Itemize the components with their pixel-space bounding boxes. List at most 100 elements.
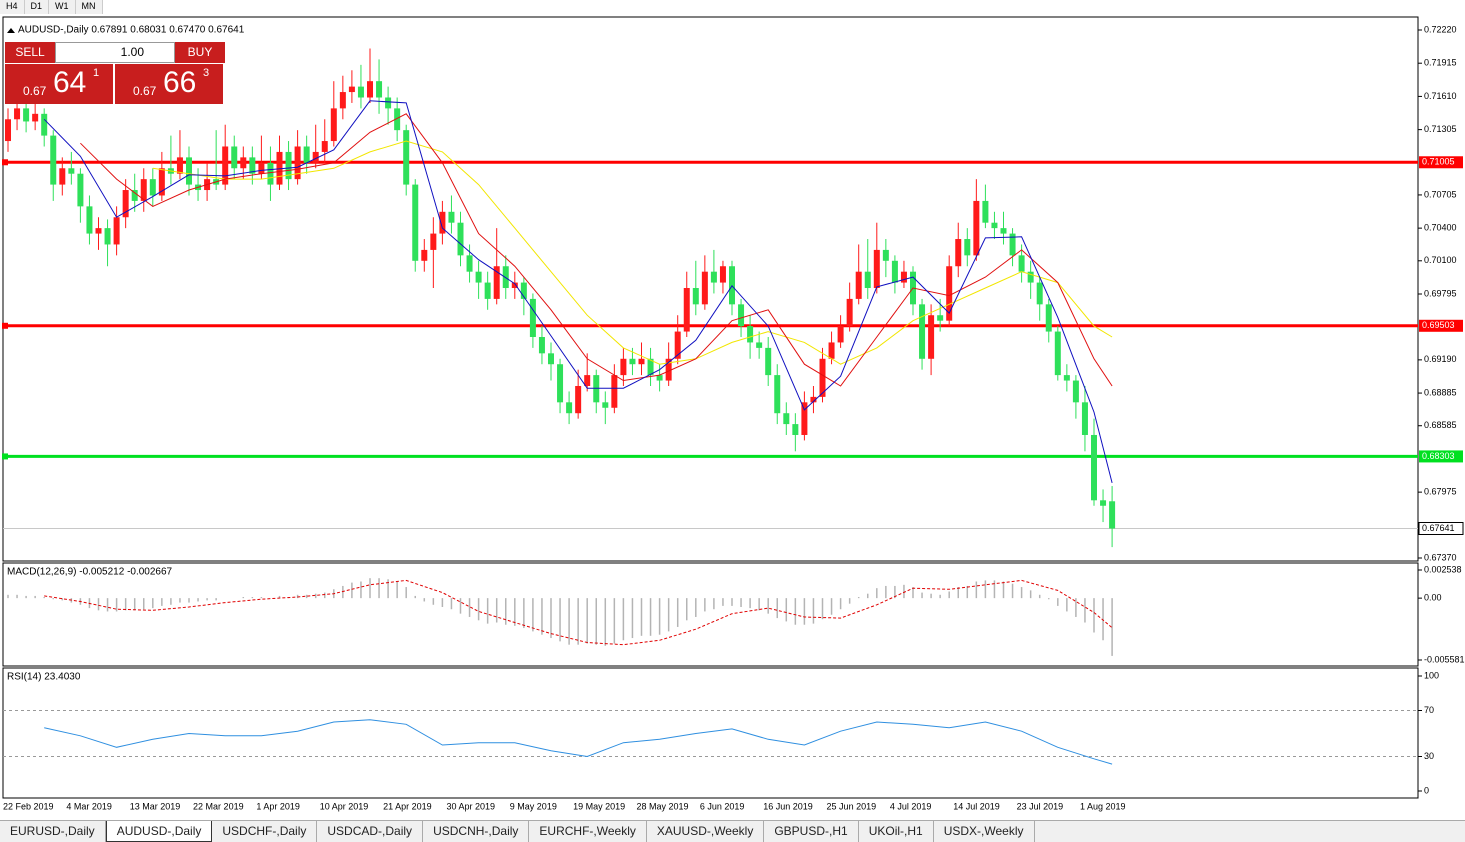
buy-button[interactable]: BUY <box>175 42 225 63</box>
chart-tab[interactable]: EURCHF-,Weekly <box>529 821 647 842</box>
candle-body <box>819 358 826 397</box>
candle-body <box>946 266 953 321</box>
candle-body <box>186 157 192 185</box>
timeframe-button[interactable]: MN <box>76 0 103 14</box>
y-tick-label: 100 <box>1424 670 1439 680</box>
candle-body <box>122 190 129 218</box>
candle-body <box>158 168 165 196</box>
candle-body <box>95 228 102 234</box>
timeframe-button[interactable]: W1 <box>49 0 76 14</box>
candle-body <box>928 315 935 359</box>
candle-body <box>937 315 944 321</box>
candle-body <box>1000 228 1007 234</box>
candle-body <box>891 260 898 283</box>
x-tick-label: 13 Mar 2019 <box>130 801 181 811</box>
sell-button[interactable]: SELL <box>5 42 55 63</box>
candle-body <box>357 86 364 98</box>
candle-body <box>23 108 30 122</box>
candle-body <box>385 97 392 109</box>
level-label-box <box>1419 450 1463 463</box>
bid-box[interactable]: 0.67 64 1 <box>5 64 113 104</box>
candle-body <box>330 108 337 142</box>
candle-body <box>1027 271 1034 283</box>
candle-body <box>719 266 726 283</box>
candle-body <box>131 190 138 201</box>
candle-body <box>747 326 754 343</box>
candle-body <box>1100 500 1107 506</box>
candle-body <box>14 108 21 120</box>
y-tick-label: 0.70100 <box>1424 255 1457 265</box>
x-tick-label: 22 Feb 2019 <box>3 801 54 811</box>
candle-body <box>710 271 717 283</box>
candle-body <box>403 130 410 185</box>
chart-tab[interactable]: AUDUSD-,Daily <box>105 821 213 842</box>
candle-body <box>810 396 817 403</box>
x-tick-label: 19 May 2019 <box>573 801 625 811</box>
y-tick-label: 0.71915 <box>1424 58 1457 68</box>
candle-body <box>86 206 93 234</box>
timeframe-button[interactable]: H4 <box>0 0 25 14</box>
lots-input[interactable]: 1.00 <box>55 42 175 63</box>
candle-body <box>412 184 419 261</box>
candle-body <box>638 358 645 365</box>
y-tick-label: 0.68885 <box>1424 387 1457 397</box>
candle-body <box>367 81 373 98</box>
candle-body <box>783 413 790 425</box>
plot-layer: 0.72220 0.71915 0.71610 0.71305 0.70705 0.704… <box>2 24 1465 811</box>
chart-tab[interactable]: GBPUSD-,H1 <box>764 821 859 842</box>
moving-average <box>80 113 1113 387</box>
chart-tab[interactable]: EURUSD-,Daily <box>0 821 106 842</box>
candle-body <box>738 304 745 327</box>
y-tick-label: 0.68585 <box>1424 420 1457 430</box>
ask-box[interactable]: 0.67 66 3 <box>115 64 223 104</box>
candle-body <box>276 151 283 185</box>
candle-body <box>68 168 75 174</box>
candle-body <box>5 119 11 142</box>
chart-tab[interactable]: USDCAD-,Daily <box>317 821 424 842</box>
y-tick-label: 0.71610 <box>1424 91 1457 101</box>
candle-body <box>484 282 491 299</box>
candle-body <box>656 375 663 381</box>
x-tick-label: 28 May 2019 <box>637 801 689 811</box>
moving-average <box>152 140 1113 365</box>
candle-body <box>647 358 654 376</box>
candle-body <box>1091 434 1097 501</box>
chart-tab[interactable]: USDCNH-,Daily <box>423 821 530 842</box>
x-tick-label: 21 Apr 2019 <box>383 801 432 811</box>
x-tick-label: 9 May 2019 <box>510 801 557 811</box>
y-tick-label: 0.70705 <box>1424 189 1457 199</box>
candle-body <box>240 157 247 169</box>
candle-body <box>1036 282 1043 305</box>
candle-body <box>620 358 627 376</box>
chart-tab[interactable]: USDX-,Weekly <box>934 821 1035 842</box>
x-tick-label: 6 Jun 2019 <box>700 801 745 811</box>
bid-fraction: 1 <box>93 67 100 79</box>
candle-body <box>376 81 383 98</box>
chart-tab[interactable]: XAUUSD-,Weekly <box>647 821 765 842</box>
candle-body <box>538 337 545 354</box>
candle-body <box>430 233 437 250</box>
current-price-label: 0.67641 <box>1422 523 1455 533</box>
candle-body <box>593 375 600 403</box>
candle-body <box>900 271 907 283</box>
candle-body <box>520 282 527 299</box>
candle-body <box>231 146 238 169</box>
chart-tab[interactable]: USDCHF-,Daily <box>212 821 318 842</box>
candle-body <box>466 255 473 272</box>
candle-body <box>59 168 66 185</box>
candle-body <box>982 200 989 223</box>
candle-body <box>801 402 808 435</box>
level-label: 0.71005 <box>1422 157 1455 167</box>
candle-body <box>828 342 835 359</box>
candle-body <box>1109 501 1116 529</box>
y-tick-label: 70 <box>1424 705 1434 715</box>
level-label-box <box>1419 156 1463 169</box>
chart-tab[interactable]: UKOil-,H1 <box>859 821 934 842</box>
candle-body <box>692 288 699 305</box>
bid-prefix: 0.67 <box>23 84 47 98</box>
timeframe-button[interactable]: D1 <box>25 0 50 14</box>
candle-body <box>149 179 156 196</box>
level-handle <box>2 159 8 166</box>
candle-body <box>511 282 518 289</box>
candle-body <box>973 200 980 256</box>
